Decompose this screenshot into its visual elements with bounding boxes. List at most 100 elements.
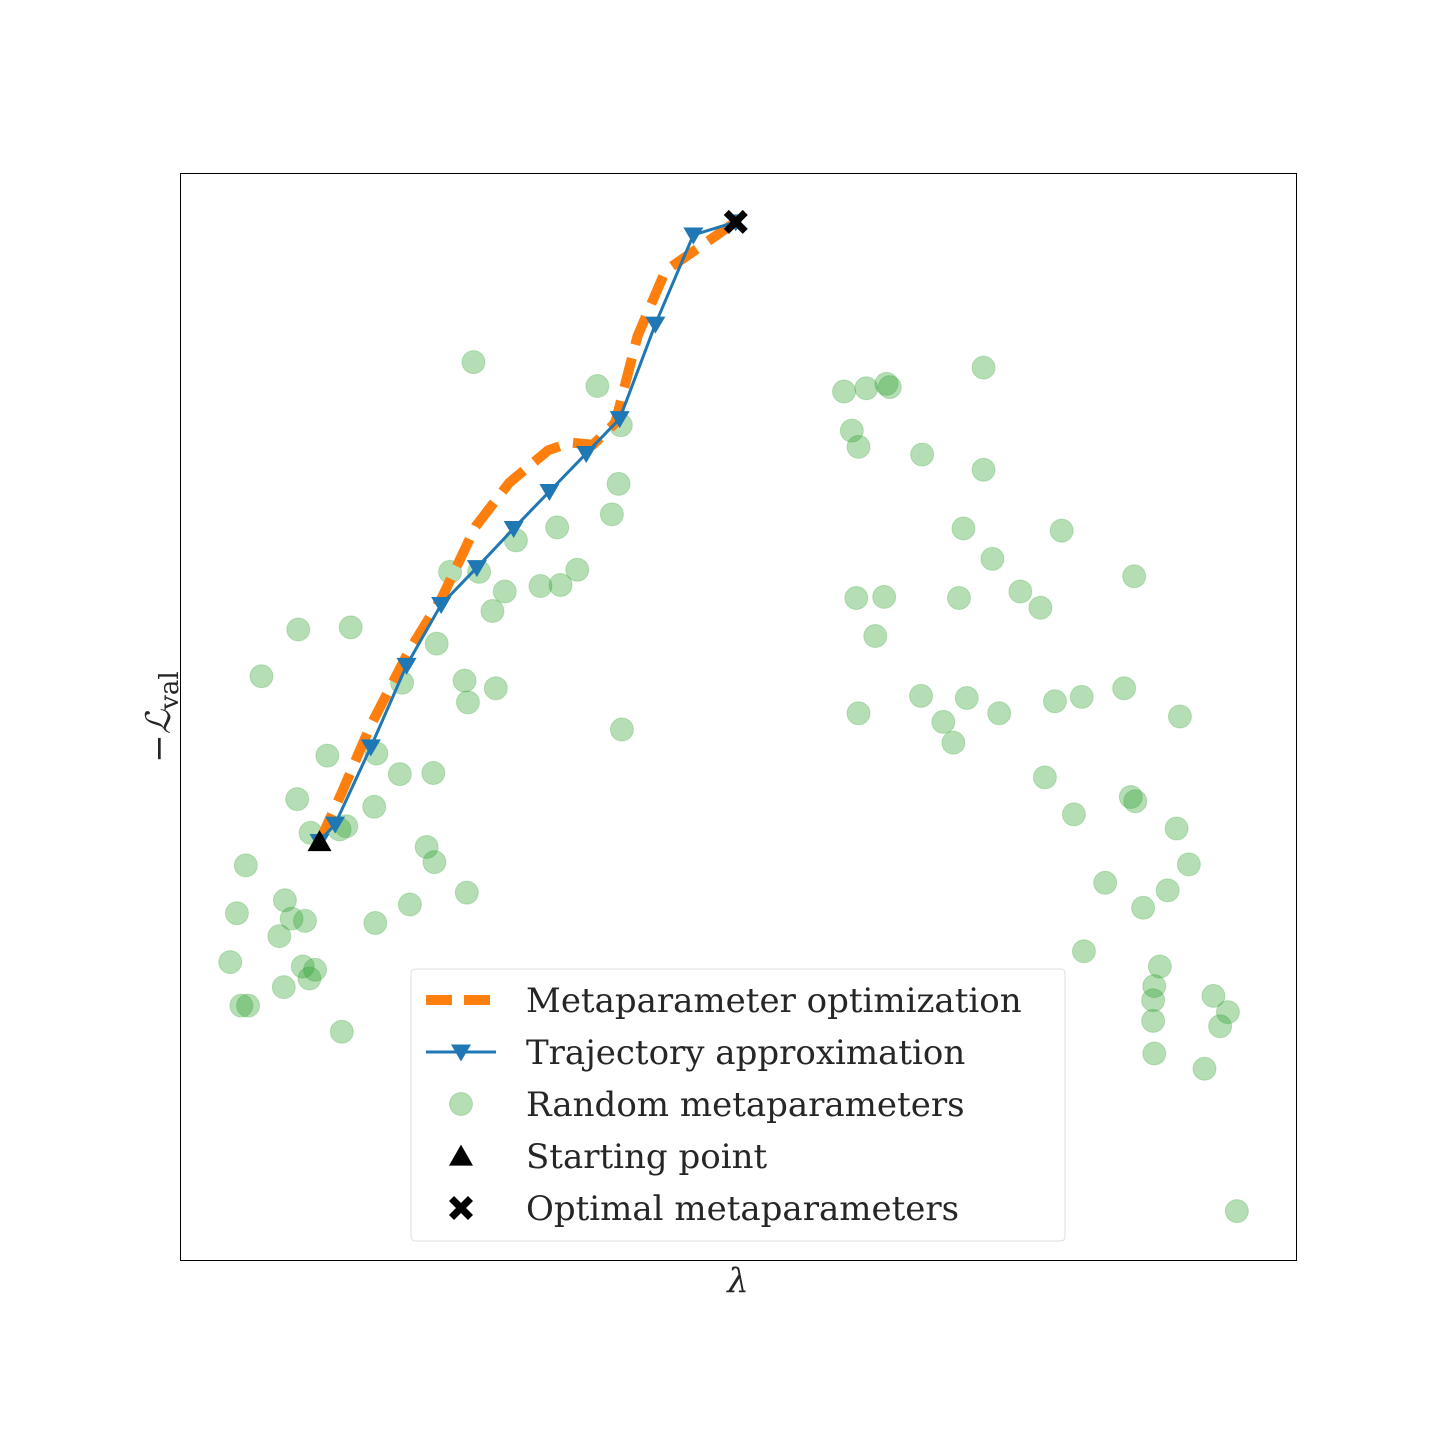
legend-label-start: Starting point bbox=[526, 1137, 767, 1177]
random-point bbox=[832, 379, 857, 404]
legend-label-metaopt: Metaparameter optimization bbox=[526, 981, 1022, 1021]
random-point bbox=[1141, 988, 1166, 1013]
random-point bbox=[931, 709, 956, 734]
random-point bbox=[844, 586, 869, 611]
trajectory-marker bbox=[431, 597, 452, 615]
trajectory-marker bbox=[466, 560, 487, 578]
random-point bbox=[421, 761, 446, 786]
legend: Metaparameter optimization Trajectory ap… bbox=[410, 968, 1066, 1242]
random-point bbox=[329, 1019, 354, 1044]
starting-point-marker bbox=[307, 830, 332, 852]
optimal-marker bbox=[723, 209, 748, 234]
random-point bbox=[1208, 1014, 1233, 1039]
random-point bbox=[528, 574, 553, 599]
random-point bbox=[461, 350, 486, 375]
legend-swatches bbox=[426, 995, 496, 1220]
random-point bbox=[1201, 983, 1226, 1008]
random-point bbox=[249, 664, 274, 689]
special-markers bbox=[307, 209, 748, 852]
random-point bbox=[1176, 852, 1201, 877]
x-axis-label: λ bbox=[725, 1261, 749, 1301]
trajectory-marker bbox=[576, 445, 597, 463]
random-point bbox=[292, 908, 317, 933]
random-point bbox=[315, 743, 340, 768]
random-point bbox=[910, 442, 935, 467]
metaopt-path bbox=[314, 217, 739, 844]
random-point bbox=[233, 853, 258, 878]
random-point bbox=[1008, 579, 1033, 604]
random-point bbox=[1028, 595, 1053, 620]
trajectory-marker bbox=[683, 227, 704, 245]
random-point bbox=[480, 599, 505, 624]
y-axis-label: −ℒval bbox=[139, 671, 185, 763]
random-point bbox=[1071, 939, 1096, 964]
random-point bbox=[1192, 1056, 1217, 1081]
random-point bbox=[839, 418, 864, 443]
random-point bbox=[1061, 802, 1086, 827]
metaopt-line bbox=[314, 217, 739, 844]
random-point bbox=[338, 615, 363, 640]
random-point bbox=[285, 787, 310, 812]
random-point bbox=[297, 966, 322, 991]
random-point bbox=[1123, 789, 1148, 814]
random-point bbox=[1167, 704, 1192, 729]
random-point bbox=[1122, 564, 1147, 589]
random-point bbox=[387, 762, 412, 787]
random-point bbox=[229, 993, 254, 1018]
random-point bbox=[854, 376, 879, 401]
random-point bbox=[606, 471, 631, 496]
y-axis-label-subscript: val bbox=[155, 671, 185, 711]
legend-label-random: Random metaparameters bbox=[526, 1085, 965, 1125]
random-point bbox=[218, 950, 243, 975]
random-point bbox=[1093, 870, 1118, 895]
random-point bbox=[455, 690, 480, 715]
legend-label-optimal: Optimal metaparameters bbox=[526, 1189, 959, 1229]
random-point bbox=[941, 730, 966, 755]
random-point bbox=[422, 850, 447, 875]
random-point bbox=[290, 954, 315, 979]
trajectory-marker bbox=[539, 483, 560, 501]
random-point bbox=[863, 624, 888, 649]
random-point bbox=[492, 579, 517, 604]
random-point bbox=[872, 584, 897, 609]
random-point bbox=[286, 617, 311, 642]
trajectory-marker bbox=[503, 520, 524, 538]
random-point bbox=[548, 572, 573, 597]
legend-swatch-trajectory-marker bbox=[451, 1044, 471, 1062]
random-point bbox=[267, 924, 292, 949]
random-point bbox=[1032, 765, 1057, 790]
random-point bbox=[565, 557, 590, 582]
random-point bbox=[1069, 684, 1094, 709]
random-point bbox=[279, 906, 304, 931]
random-point bbox=[483, 676, 508, 701]
legend-label-trajectory: Trajectory approximation bbox=[526, 1033, 965, 1073]
random-point bbox=[303, 957, 328, 982]
trajectory-line bbox=[309, 214, 746, 852]
random-point bbox=[1224, 1199, 1249, 1224]
random-point bbox=[971, 457, 996, 482]
random-point bbox=[424, 631, 449, 656]
random-point bbox=[846, 434, 871, 459]
random-point bbox=[951, 516, 976, 541]
random-point bbox=[1155, 878, 1180, 903]
random-point bbox=[397, 892, 422, 917]
random-point bbox=[599, 502, 624, 527]
legend-swatch-start bbox=[449, 1144, 473, 1166]
trajectory-marker bbox=[325, 816, 346, 834]
random-point bbox=[362, 794, 387, 819]
random-point bbox=[874, 371, 899, 396]
random-point bbox=[454, 880, 479, 905]
plot-frame bbox=[180, 173, 1297, 1261]
random-point bbox=[980, 546, 1005, 571]
random-point bbox=[414, 834, 439, 859]
random-point bbox=[1118, 784, 1143, 809]
random-point bbox=[272, 888, 297, 913]
random-point bbox=[1164, 816, 1189, 841]
random-point bbox=[1142, 974, 1167, 999]
random-point bbox=[452, 668, 477, 693]
random-point bbox=[363, 911, 388, 936]
random-point bbox=[1112, 676, 1137, 701]
random-point bbox=[1141, 1008, 1166, 1033]
y-axis-label-main: −ℒ bbox=[139, 708, 179, 762]
